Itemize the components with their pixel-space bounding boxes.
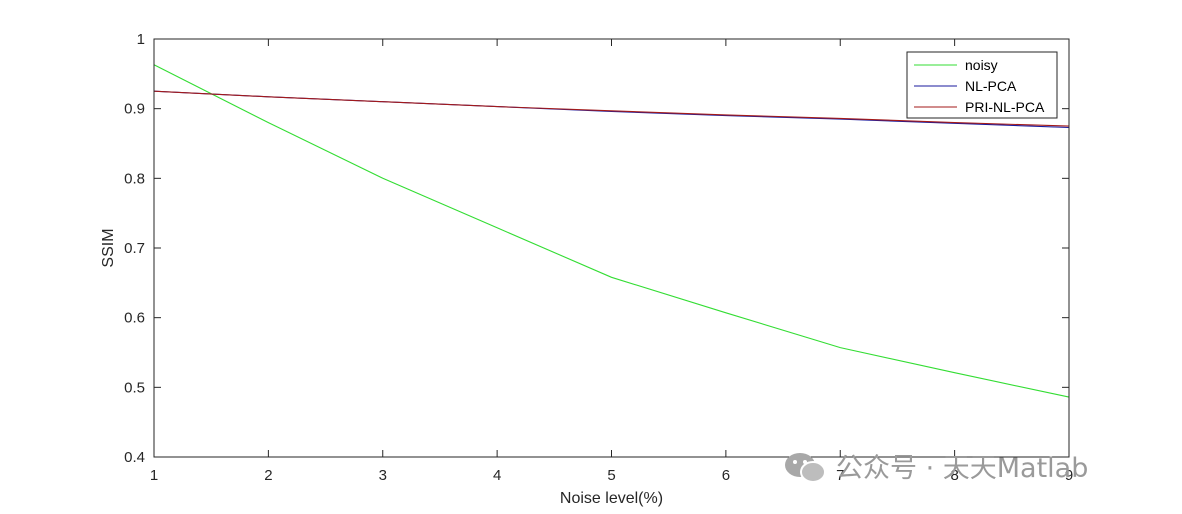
legend-label-noisy: noisy	[965, 57, 998, 73]
wechat-icon	[785, 453, 826, 483]
y-tick-label: 0.7	[124, 240, 145, 257]
x-tick-label: 9	[1065, 467, 1073, 484]
legend-label-pri-nl-pca: PRI-NL-PCA	[965, 99, 1045, 115]
x-tick-label: 6	[722, 467, 730, 484]
y-tick-label: 0.6	[124, 310, 145, 327]
series-line-pri-nl-pca	[153, 90, 1070, 127]
x-tick-label: 1	[150, 467, 158, 484]
x-tick-label: 4	[493, 467, 501, 484]
watermark-text: 公众号 · 天天Matlab	[836, 453, 1088, 484]
x-tick-label: 2	[264, 467, 272, 484]
y-tick-label: 0.5	[124, 379, 145, 396]
series-line-noisy	[153, 64, 1070, 398]
y-tick-label: 0.9	[124, 101, 145, 118]
series-layer	[153, 64, 1070, 398]
x-tick-label: 8	[950, 467, 958, 484]
x-tick-label: 5	[607, 467, 615, 484]
legend-label-nl-pca: NL-PCA	[965, 78, 1017, 94]
y-tick-label: 1	[137, 31, 145, 48]
x-axis-label: Noise level(%)	[560, 490, 663, 507]
y-tick-label: 0.8	[124, 170, 145, 187]
watermark: 公众号 · 天天Matlab	[785, 453, 1088, 484]
x-tick-label: 7	[836, 467, 844, 484]
ticks: 1 2 3 4 5 6 7 8 9 0.4 0.5 0.6 0.7 0.8 0.9 1	[124, 31, 1073, 484]
x-tick-label: 3	[379, 467, 387, 484]
y-tick-label: 0.4	[124, 449, 145, 466]
legend: noisy NL-PCA PRI-NL-PCA	[906, 51, 1058, 119]
y-axis-label: SSIM	[100, 228, 117, 267]
